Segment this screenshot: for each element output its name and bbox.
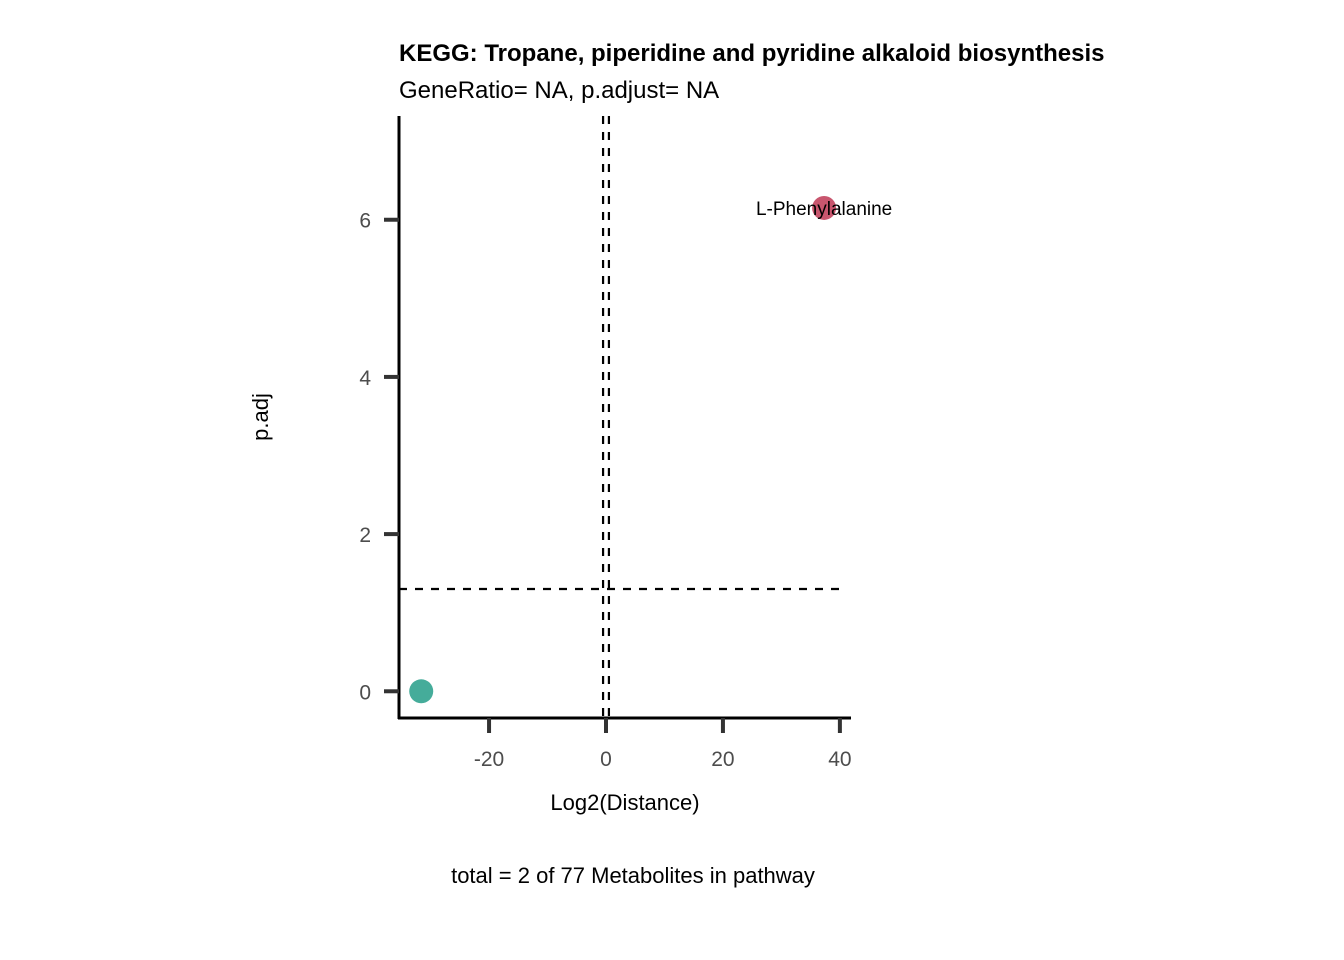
point-label: L-Phenylalanine (756, 199, 892, 220)
y-tick-label: 6 (359, 210, 371, 233)
y-tick-label: 4 (359, 367, 371, 390)
x-axis-label: Log2(Distance) (550, 790, 699, 815)
chart-subtitle: GeneRatio= NA, p.adjust= NA (399, 77, 719, 104)
chart-caption: total = 2 of 77 Metabolites in pathway (451, 863, 815, 888)
x-tick-label: -20 (474, 748, 504, 771)
x-tick-label: 40 (828, 748, 851, 771)
x-tick-label: 20 (711, 748, 734, 771)
data-point (812, 195, 837, 220)
data-point (409, 679, 434, 704)
chart-title: KEGG: Tropane, piperidine and pyridine a… (399, 40, 1104, 67)
y-axis-label: p.adj (248, 393, 273, 441)
y-tick-label: 2 (359, 524, 371, 547)
x-tick-label: 0 (600, 748, 612, 771)
y-tick-label: 0 (359, 681, 371, 704)
plot-area: -20 0 20 40 0 2 4 6 L-Phenylalanine (359, 116, 892, 771)
